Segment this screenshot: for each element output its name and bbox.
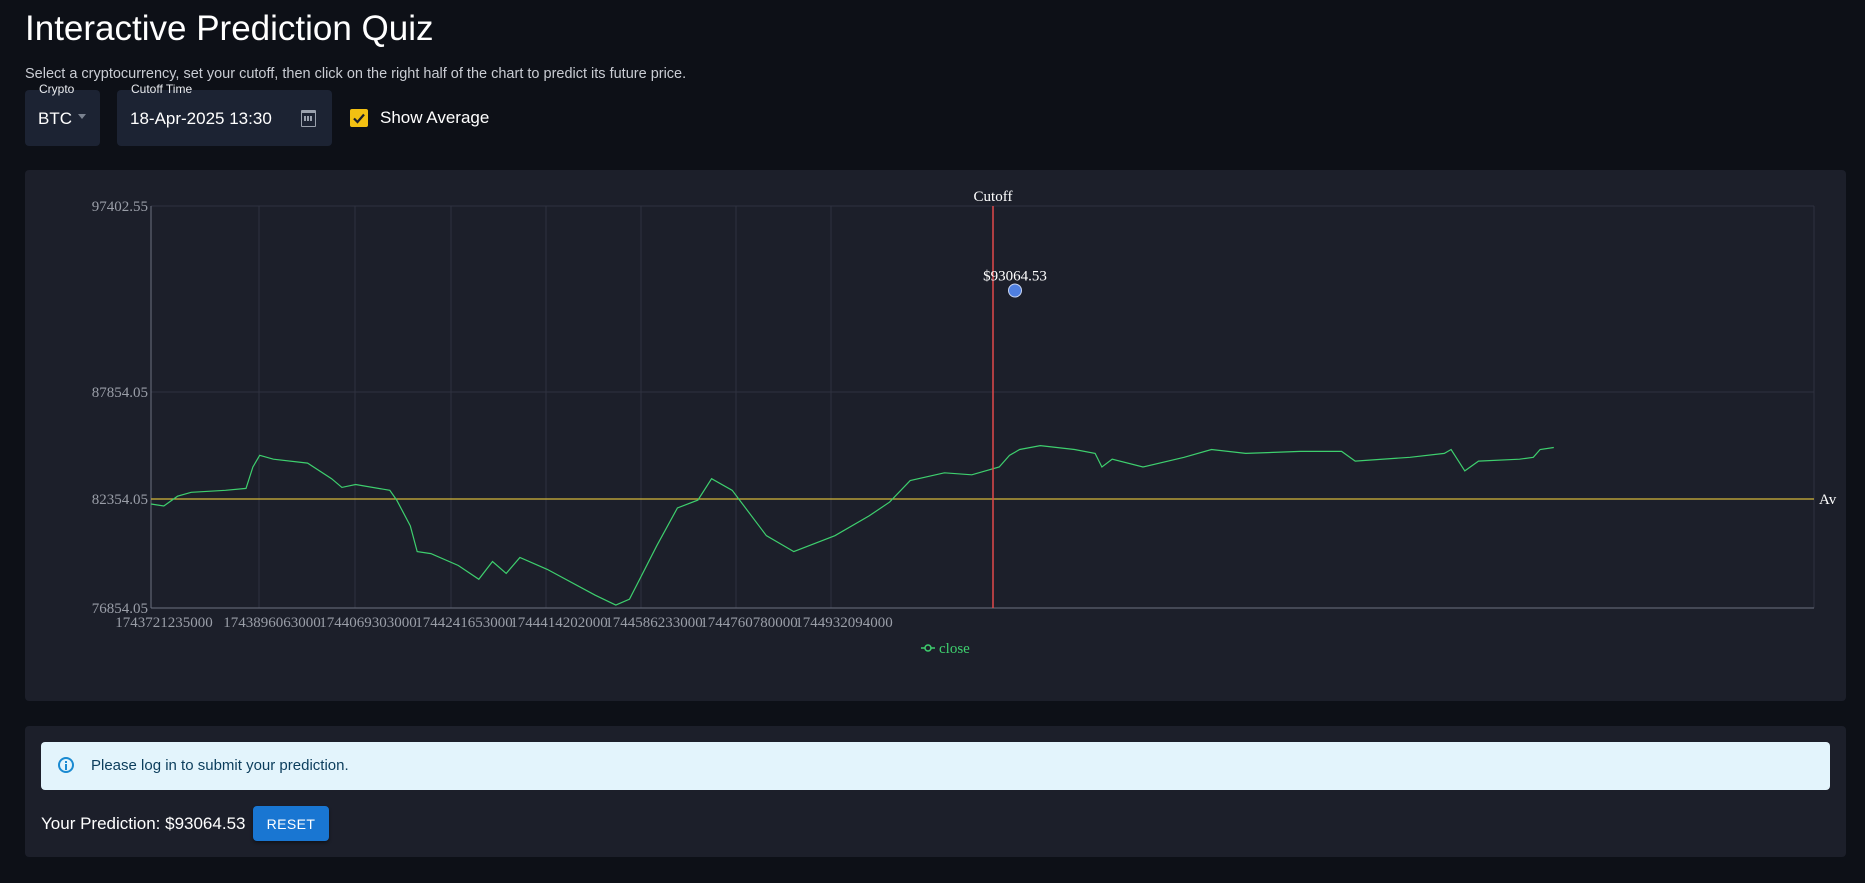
show-average-checkbox[interactable] bbox=[350, 109, 368, 127]
login-alert: Please log in to submit your prediction. bbox=[41, 742, 1830, 790]
price-series-line bbox=[150, 444, 1554, 606]
reset-button[interactable]: RESET bbox=[253, 806, 329, 841]
legend-label: close bbox=[939, 641, 970, 657]
x-tick-label: 1744241653000 bbox=[415, 615, 513, 631]
x-tick-label: 1744069303000 bbox=[319, 615, 417, 631]
cutoff-time-field[interactable]: Cutoff Time 18-Apr-2025 13:30 bbox=[117, 82, 332, 146]
your-prediction-text: Your Prediction: $93064.53 bbox=[41, 814, 246, 833]
y-tick-label: 87854.05 bbox=[92, 385, 148, 401]
prediction-point bbox=[1008, 283, 1022, 298]
calendar-icon[interactable] bbox=[301, 110, 316, 127]
prediction-panel: Please log in to submit your prediction.… bbox=[25, 726, 1846, 857]
check-icon bbox=[353, 113, 365, 124]
info-icon bbox=[58, 757, 74, 773]
average-label: Av bbox=[1819, 492, 1837, 508]
x-tick-label: 1744586233000 bbox=[605, 615, 703, 631]
x-tick-label: 1744414202000 bbox=[510, 615, 608, 631]
page-title: Interactive Prediction Quiz bbox=[25, 9, 434, 48]
cutoff-time-label: Cutoff Time bbox=[129, 82, 195, 96]
y-tick-label: 82354.05 bbox=[92, 492, 148, 508]
legend-marker-icon bbox=[924, 644, 932, 652]
crypto-select-value: BTC bbox=[38, 109, 72, 128]
show-average-label: Show Average bbox=[380, 108, 490, 127]
y-tick-label: 97402.55 bbox=[92, 199, 148, 215]
crypto-select[interactable]: Crypto BTC bbox=[25, 82, 100, 146]
price-chart[interactable]: Av Cutoff $93064.53 97402.55 87854.05 8235… bbox=[25, 170, 1846, 701]
page-subtitle: Select a cryptocurrency, set your cutoff… bbox=[25, 66, 687, 82]
x-tick-label: 1744932094000 bbox=[795, 615, 893, 631]
y-tick-label: 76854.05 bbox=[92, 601, 148, 617]
x-tick-label: 1744760780000 bbox=[700, 615, 798, 631]
cutoff-time-value: 18-Apr-2025 13:30 bbox=[130, 109, 272, 128]
crypto-select-label: Crypto bbox=[37, 82, 77, 96]
x-tick-label: 1743896063000 bbox=[223, 615, 321, 631]
chevron-down-icon bbox=[78, 114, 86, 119]
x-tick-label: 1743721235000 bbox=[115, 615, 213, 631]
login-alert-text: Please log in to submit your prediction. bbox=[91, 757, 349, 774]
cutoff-label: Cutoff bbox=[974, 189, 1013, 205]
price-chart-panel[interactable]: Av Cutoff $93064.53 97402.55 87854.05 8235… bbox=[25, 170, 1846, 701]
prediction-value-label: $93064.53 bbox=[983, 269, 1047, 285]
